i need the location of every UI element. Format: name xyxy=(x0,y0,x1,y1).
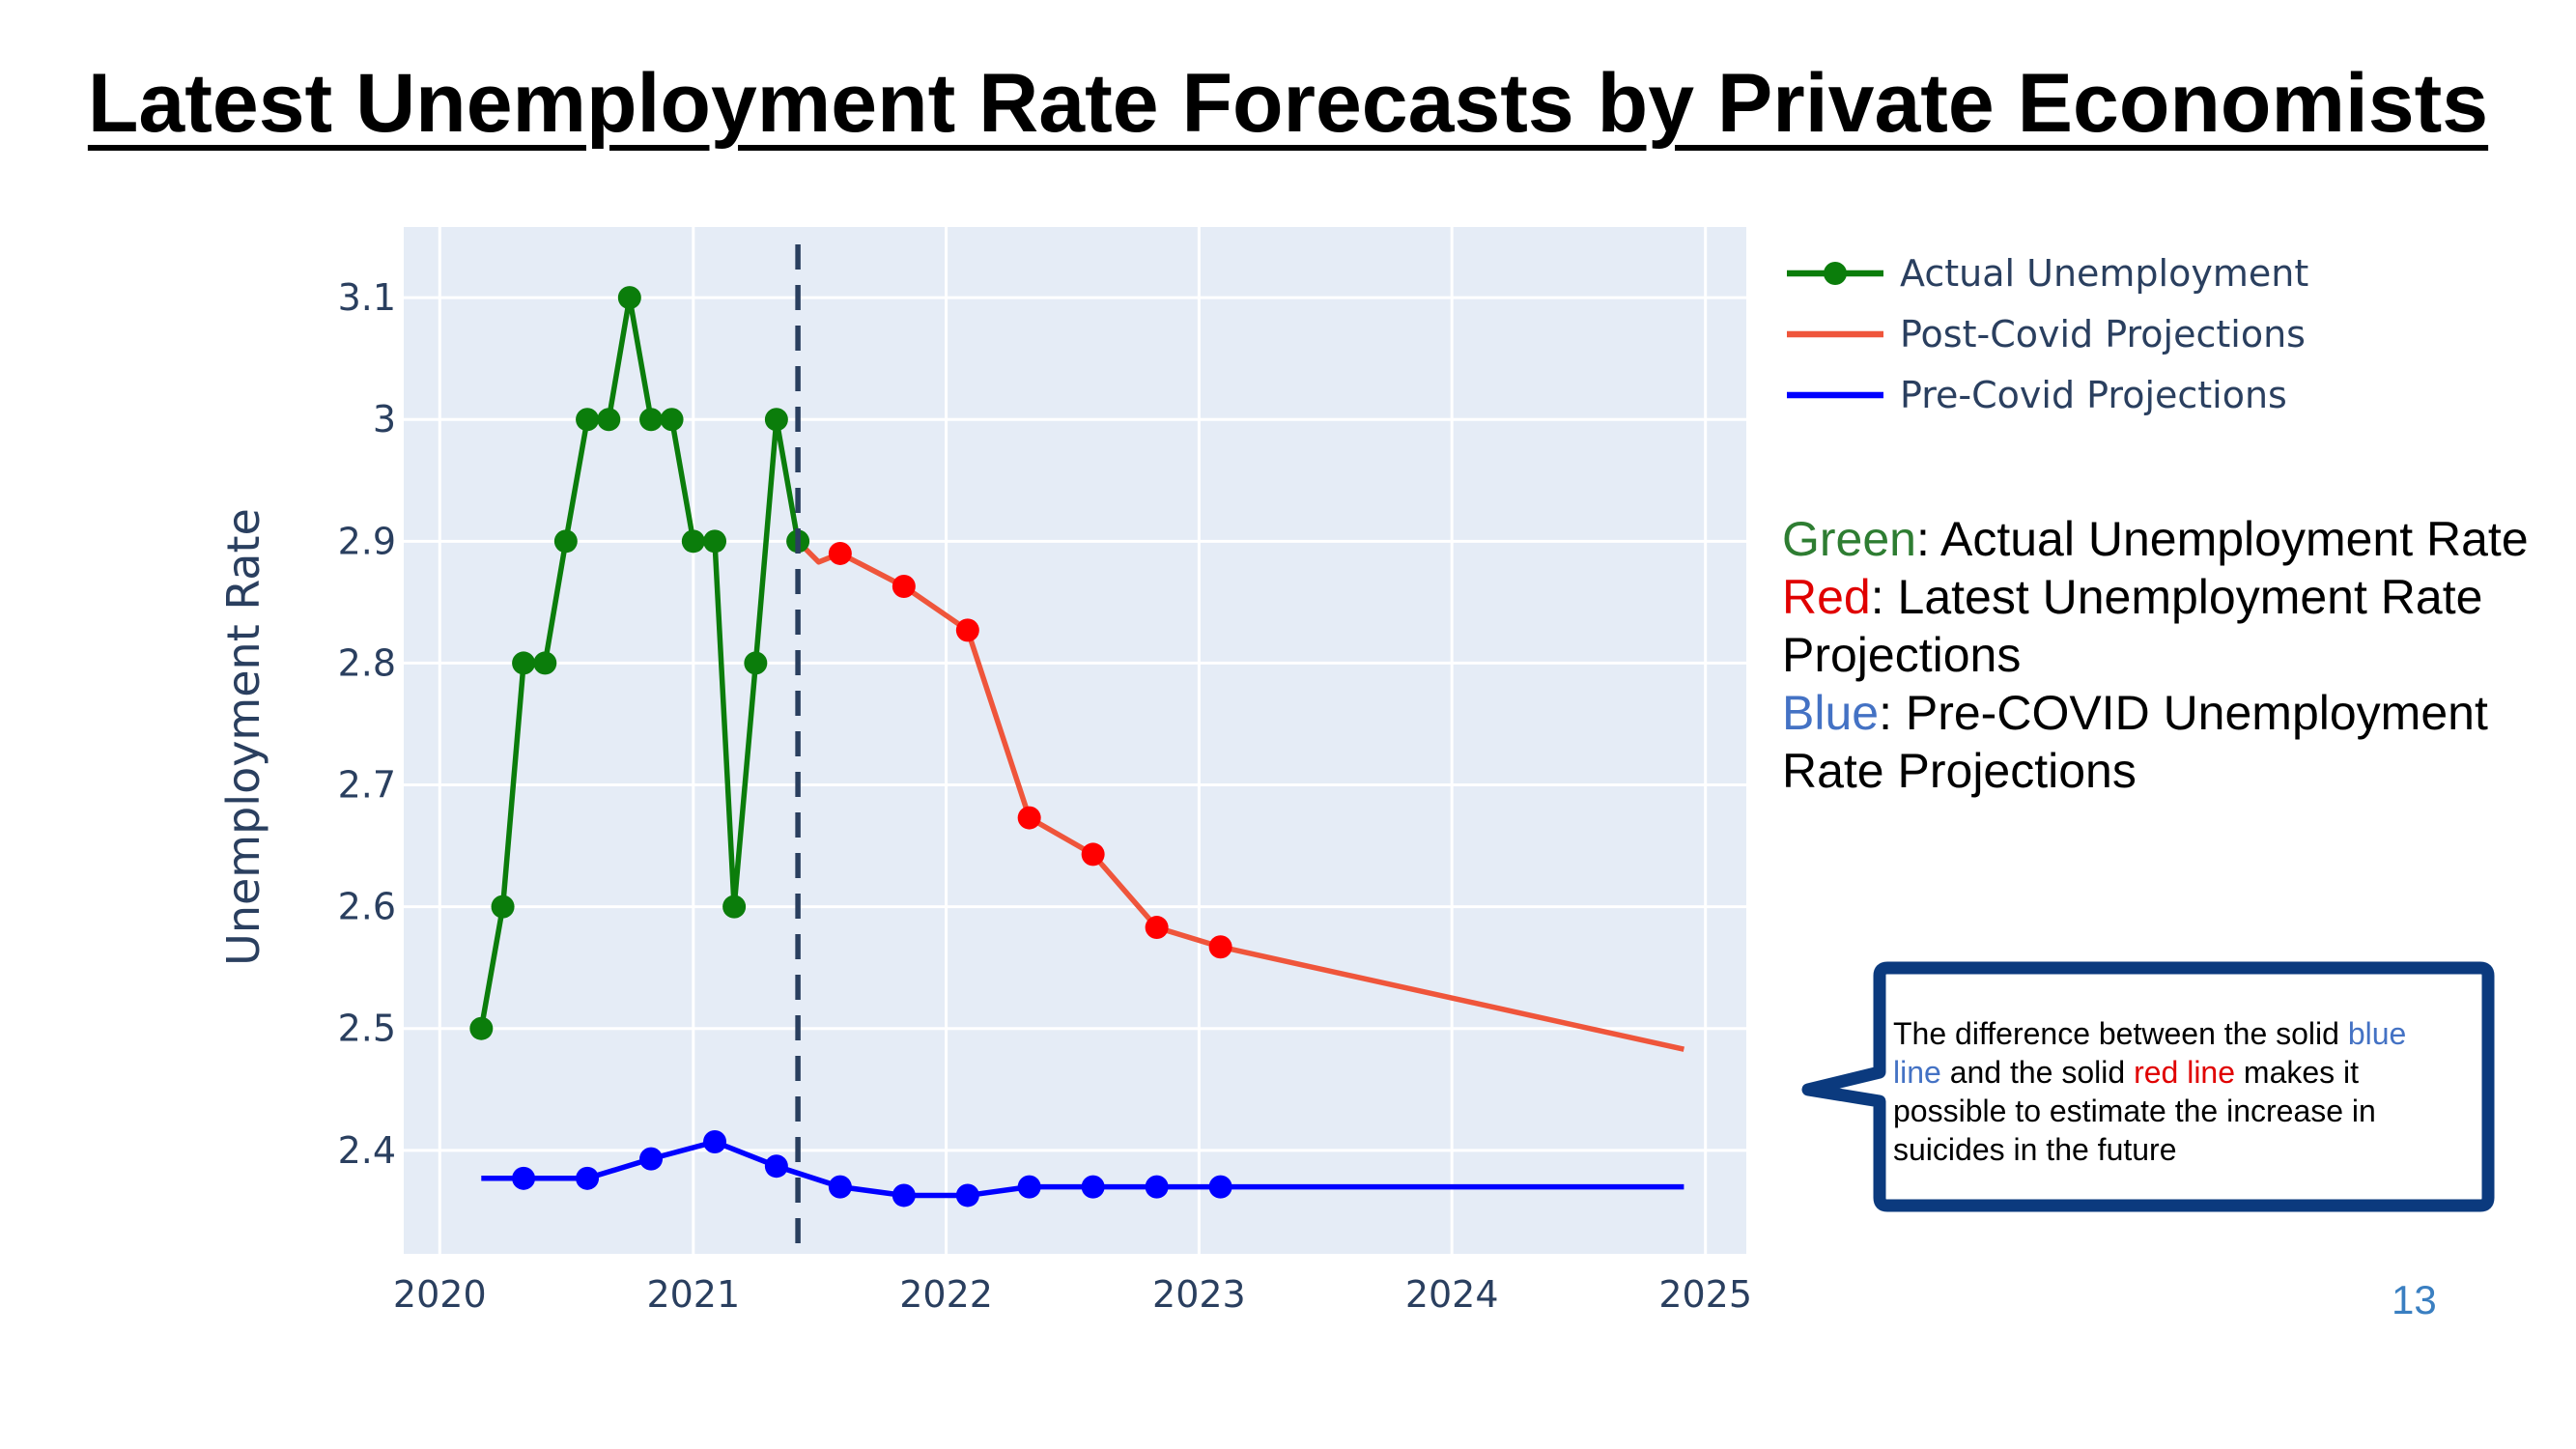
actual-point xyxy=(469,1016,494,1040)
actual-point xyxy=(576,408,600,432)
series-layer xyxy=(469,244,1684,1254)
actual-point xyxy=(512,651,536,675)
actual-point xyxy=(744,651,768,675)
slide-title: Latest Unemployment Rate Forecasts by Pr… xyxy=(87,57,2489,150)
note-blue: Blue: Pre-COVID Unemployment Rate Projec… xyxy=(1782,684,2555,800)
actual-point xyxy=(722,895,747,919)
actual-point xyxy=(703,529,727,554)
note-blue-sep: : xyxy=(1879,686,1892,740)
note-blue-key: Blue xyxy=(1782,686,1880,740)
post-covid-point xyxy=(1081,842,1105,867)
note-red: Red: Latest Unemployment Rate Projection… xyxy=(1782,568,2555,684)
legend-label: Actual Unemployment xyxy=(1900,252,2308,295)
post-covid-point xyxy=(1145,916,1169,940)
actual-point xyxy=(681,529,705,554)
callout-blue-line: blue line xyxy=(1893,1016,2407,1090)
actual-point xyxy=(533,651,557,675)
callout-text-2: and the solid xyxy=(1940,1055,2135,1090)
pre-covid-point xyxy=(764,1154,788,1179)
y-tick-label: 2.7 xyxy=(338,764,396,807)
actual-point xyxy=(553,529,578,554)
legend-marker xyxy=(1824,262,1847,285)
pre-covid-point xyxy=(1081,1175,1105,1199)
pre-covid-point xyxy=(1208,1175,1232,1199)
actual-point xyxy=(617,286,641,310)
callout-text-1: The difference between the solid xyxy=(1893,1016,2348,1051)
callout-bubble xyxy=(1801,961,2495,1212)
page-number: 13 xyxy=(2392,1277,2437,1322)
callout-text: The difference between the solid blue li… xyxy=(1893,1014,2463,1169)
pre-covid-point xyxy=(1017,1175,1041,1199)
post-covid-point xyxy=(1017,806,1041,830)
note-blue-text: Pre-COVID Unemployment Rate Projections xyxy=(1782,686,2488,798)
y-tick-label: 2.8 xyxy=(338,641,396,684)
x-tick-label: 2023 xyxy=(1152,1273,1246,1316)
post-covid-point xyxy=(955,618,979,642)
note-red-sep: : xyxy=(1870,570,1884,624)
callout-text-3: makes it possible to estimate the increa… xyxy=(1893,1055,2376,1167)
x-tick-label: 2021 xyxy=(646,1273,740,1316)
pre-covid-point xyxy=(828,1175,852,1199)
y-tick-label: 2.9 xyxy=(338,520,396,562)
note-green-sep: : xyxy=(1915,512,1930,566)
pre-covid-point xyxy=(512,1166,536,1190)
note-red-text: Latest Unemployment Rate Projections xyxy=(1782,570,2483,682)
pre-covid-point xyxy=(703,1129,727,1153)
post-covid-point xyxy=(828,541,852,565)
color-key-notes: Green: Actual Unemployment Rate Red: Lat… xyxy=(1782,510,2555,800)
actual-point xyxy=(764,408,788,432)
y-tick-label: 3 xyxy=(373,398,396,440)
actual-point xyxy=(660,408,684,432)
pre-covid-point xyxy=(892,1183,916,1208)
actual-point xyxy=(491,895,515,919)
pre-covid-point xyxy=(639,1147,664,1171)
gridlines xyxy=(404,227,1746,1254)
x-tick-label: 2024 xyxy=(1405,1273,1499,1316)
y-axis-title: Unemployment Rate xyxy=(217,508,269,966)
x-tick-label: 2025 xyxy=(1658,1273,1752,1316)
callout-red-line: red line xyxy=(2134,1055,2236,1090)
post-covid-point xyxy=(892,574,916,598)
pre-covid-point xyxy=(1145,1175,1169,1199)
actual-point xyxy=(639,408,664,432)
pre-covid-point xyxy=(955,1183,979,1208)
y-tick-label: 2.4 xyxy=(338,1129,396,1172)
pre-covid-point xyxy=(576,1166,600,1190)
x-tick-label: 2020 xyxy=(393,1273,487,1316)
plot-background xyxy=(404,227,1746,1254)
legend-label: Pre-Covid Projections xyxy=(1900,374,2287,416)
actual-point xyxy=(597,408,621,432)
legend-label: Post-Covid Projections xyxy=(1900,313,2306,355)
y-tick-label: 2.6 xyxy=(338,886,396,928)
note-green-text: Actual Unemployment Rate xyxy=(1929,512,2529,566)
post-covid-point xyxy=(1208,935,1232,959)
legend: Actual Unemployment Post-Covid Projection… xyxy=(1787,252,2308,416)
x-tick-label: 2022 xyxy=(899,1273,993,1316)
note-green-key: Green xyxy=(1782,512,1916,566)
y-tick-label: 3.1 xyxy=(338,276,396,319)
y-tick-label: 2.5 xyxy=(338,1008,396,1050)
note-green: Green: Actual Unemployment Rate xyxy=(1782,510,2555,568)
note-red-key: Red xyxy=(1782,570,1871,624)
axis-labels: 2020 2021 2022 2023 2024 2025 2.4 2.5 2.6 2.7 2.8 2… xyxy=(338,276,1752,1316)
